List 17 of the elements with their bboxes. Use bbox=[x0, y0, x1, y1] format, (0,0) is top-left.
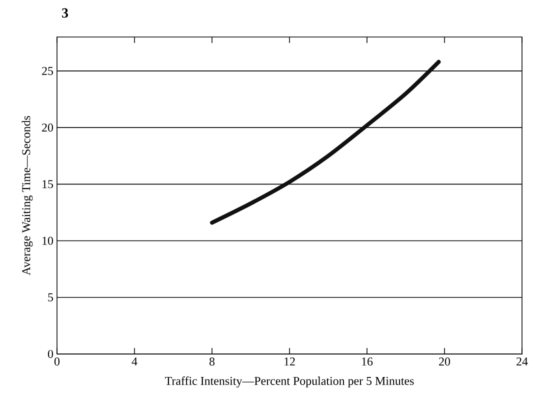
x-tick-label: 0 bbox=[54, 358, 60, 366]
y-tick-label: 0 bbox=[48, 350, 54, 358]
y-tick-label: 10 bbox=[42, 236, 54, 245]
x-tick-label: 20 bbox=[439, 358, 450, 366]
x-tick-label: 12 bbox=[284, 358, 295, 366]
y-axis-title: Average Waiting Time—Seconds bbox=[22, 116, 33, 276]
line-series bbox=[210, 60, 441, 225]
x-tick-label: 24 bbox=[516, 358, 528, 366]
y-tick-label: 5 bbox=[48, 293, 54, 302]
x-tick-label: 8 bbox=[209, 358, 215, 366]
y-tick-label: 15 bbox=[42, 180, 54, 188]
text: 3 bbox=[62, 8, 68, 18]
x-axis-title: Traffic Intensity—Percent Population per 5 Minutes bbox=[165, 376, 414, 388]
y-tick-label: 20 bbox=[42, 124, 54, 132]
y-tick-label: 25 bbox=[42, 66, 54, 75]
x-tick-label: 4 bbox=[132, 358, 138, 366]
x-tick-label: 16 bbox=[362, 358, 373, 366]
